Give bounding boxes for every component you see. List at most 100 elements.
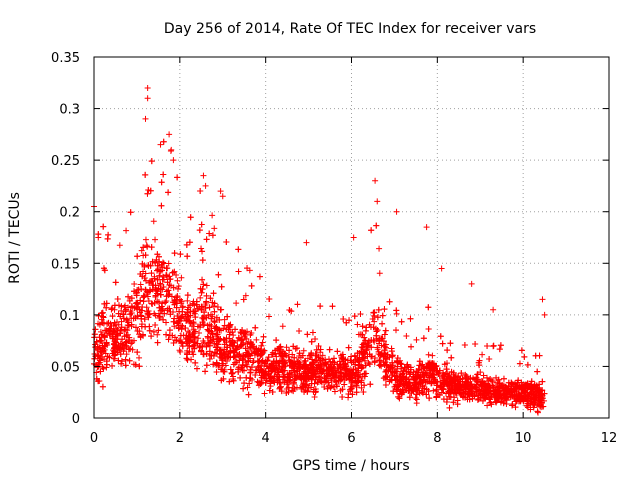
- data-point: [301, 358, 308, 365]
- data-point: [126, 357, 133, 364]
- data-point: [171, 334, 178, 341]
- data-point: [229, 329, 236, 336]
- data-point: [528, 399, 535, 406]
- data-point: [497, 342, 504, 349]
- data-point: [315, 342, 322, 349]
- data-point: [529, 394, 536, 401]
- data-point: [166, 327, 173, 334]
- data-point: [258, 359, 265, 366]
- data-point: [248, 282, 255, 289]
- data-point: [142, 270, 149, 277]
- data-point: [266, 296, 273, 303]
- data-point: [199, 286, 206, 293]
- y-tick-label: 0.05: [51, 360, 80, 375]
- data-point: [400, 367, 407, 374]
- data-point: [419, 390, 426, 397]
- data-point: [227, 366, 234, 373]
- data-point: [108, 306, 115, 313]
- data-point: [219, 360, 226, 367]
- data-point: [240, 353, 247, 360]
- data-point: [437, 333, 444, 340]
- data-point: [375, 350, 382, 357]
- data-point: [248, 344, 255, 351]
- data-point: [103, 300, 110, 307]
- data-point: [429, 352, 436, 359]
- data-point: [393, 208, 400, 215]
- data-point: [427, 365, 434, 372]
- data-point: [139, 331, 146, 338]
- data-point: [142, 236, 149, 243]
- data-point: [171, 250, 178, 257]
- data-point: [389, 359, 396, 366]
- data-point: [258, 374, 265, 381]
- data-point: [269, 351, 276, 358]
- data-point: [213, 359, 220, 366]
- data-point: [269, 388, 276, 395]
- data-point: [359, 323, 366, 330]
- data-point: [541, 390, 548, 397]
- data-point: [237, 336, 244, 343]
- data-point: [303, 373, 310, 380]
- data-point: [343, 319, 350, 326]
- data-point: [512, 404, 519, 411]
- data-point: [233, 300, 240, 307]
- data-point: [508, 381, 515, 388]
- data-point: [206, 230, 213, 237]
- data-point: [150, 328, 157, 335]
- data-point: [389, 352, 396, 359]
- data-point: [159, 300, 166, 307]
- data-point: [406, 394, 413, 401]
- data-point: [361, 382, 368, 389]
- data-point: [474, 396, 481, 403]
- data-point: [362, 337, 369, 344]
- data-point: [142, 115, 149, 122]
- y-tick-label: 0.1: [59, 309, 80, 324]
- data-point: [107, 326, 114, 333]
- data-point: [199, 257, 206, 264]
- data-point: [158, 202, 165, 209]
- data-point: [341, 381, 348, 388]
- data-point: [203, 343, 210, 350]
- data-point: [213, 350, 220, 357]
- data-point: [256, 273, 263, 280]
- data-point: [313, 374, 320, 381]
- data-point: [152, 321, 159, 328]
- data-point: [509, 401, 516, 408]
- data-point: [244, 265, 251, 272]
- data-point: [158, 179, 165, 186]
- data-point: [247, 339, 254, 346]
- data-point: [513, 392, 520, 399]
- data-point: [189, 343, 196, 350]
- data-point: [295, 363, 302, 370]
- data-point: [253, 336, 260, 343]
- chart-title: Day 256 of 2014, Rate Of TEC Index for r…: [164, 21, 536, 37]
- data-point: [273, 337, 280, 344]
- data-point: [184, 292, 191, 299]
- data-point: [339, 394, 346, 401]
- data-point: [265, 371, 272, 378]
- data-point: [177, 251, 184, 258]
- data-point: [236, 351, 243, 358]
- data-point: [493, 391, 500, 398]
- data-point: [128, 310, 135, 317]
- data-point: [293, 345, 300, 352]
- data-point: [426, 378, 433, 385]
- data-point: [111, 348, 118, 355]
- data-point: [178, 274, 185, 281]
- data-point: [309, 329, 316, 336]
- data-point: [473, 388, 480, 395]
- data-point: [170, 284, 177, 291]
- data-point: [394, 363, 401, 370]
- data-point: [382, 368, 389, 375]
- data-points: [91, 84, 548, 416]
- data-point: [101, 332, 108, 339]
- data-point: [175, 337, 182, 344]
- data-point: [364, 342, 371, 349]
- data-point: [283, 390, 290, 397]
- data-point: [374, 314, 381, 321]
- data-point: [194, 340, 201, 347]
- data-point: [339, 386, 346, 393]
- data-point: [122, 362, 129, 369]
- data-point: [393, 327, 399, 334]
- data-point: [329, 303, 336, 310]
